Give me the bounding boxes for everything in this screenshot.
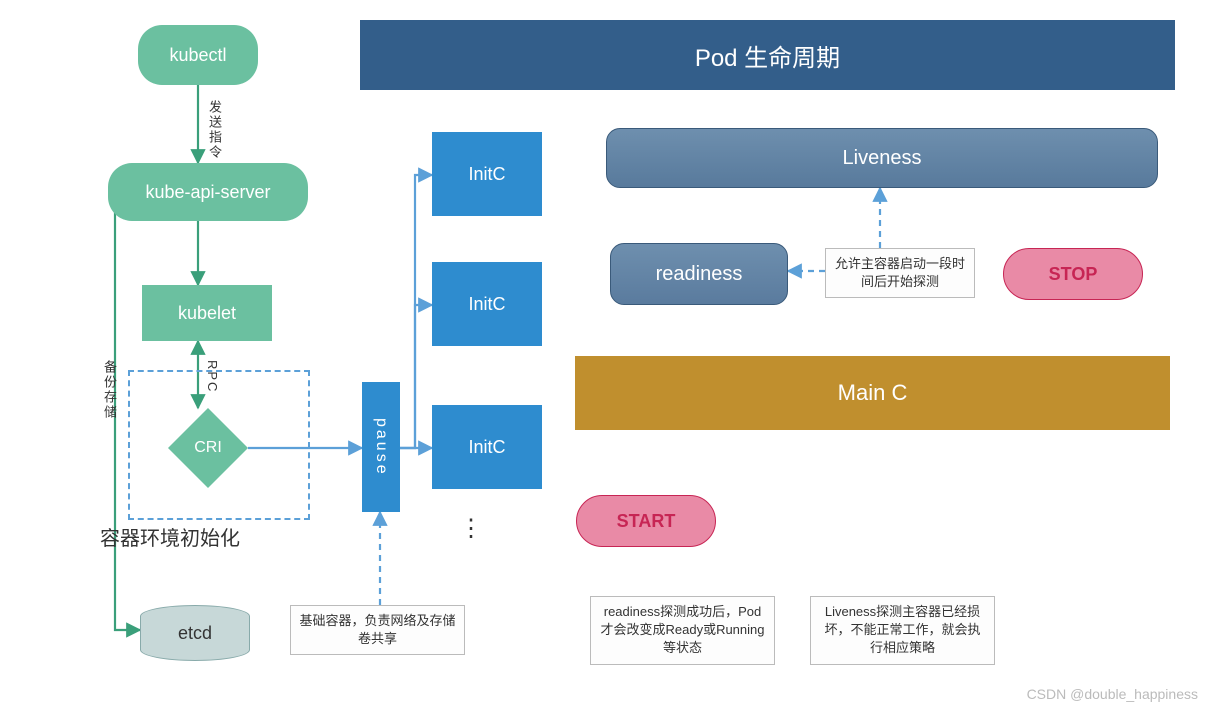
label-sendcmd: 发送指令 (205, 100, 224, 160)
node-etcd: etcd (140, 605, 250, 661)
label-initlabel: 容器环境初始化 (100, 522, 240, 551)
node-cri: CRI (168, 408, 248, 488)
watermark: CSDN @double_happiness (1027, 686, 1198, 702)
label-rpc: RPC (205, 360, 220, 393)
note-livnote: Liveness探测主容器已经损坏，不能正常工作，就会执行相应策略 (810, 596, 995, 665)
node-initc1: InitC (432, 132, 542, 216)
node-stop: STOP (1003, 248, 1143, 300)
note-pausenote: 基础容器，负责网络及存储卷共享 (290, 605, 465, 655)
label-ellipsis: ⋮ (459, 514, 483, 543)
node-kubelet: kubelet (142, 285, 272, 341)
node-apiserver: kube-api-server (108, 163, 308, 221)
node-readiness: readiness (610, 243, 788, 305)
node-mainc: Main C (575, 356, 1170, 430)
edge-pause-initc1 (400, 175, 432, 448)
note-permit: 允许主容器启动一段时间后开始探测 (825, 248, 975, 298)
label-backup: 备份存储 (100, 360, 119, 420)
node-initc2: InitC (432, 262, 542, 346)
node-liveness: Liveness (606, 128, 1158, 188)
note-readnote: readiness探测成功后，Pod才会改变成Ready或Running 等状态 (590, 596, 775, 665)
node-podtitle: Pod 生命周期 (360, 20, 1175, 90)
node-pause: pause (362, 382, 400, 512)
node-kubectl: kubectl (138, 25, 258, 85)
edge-pause-initc2 (400, 305, 432, 448)
node-initc3: InitC (432, 405, 542, 489)
node-start: START (576, 495, 716, 547)
